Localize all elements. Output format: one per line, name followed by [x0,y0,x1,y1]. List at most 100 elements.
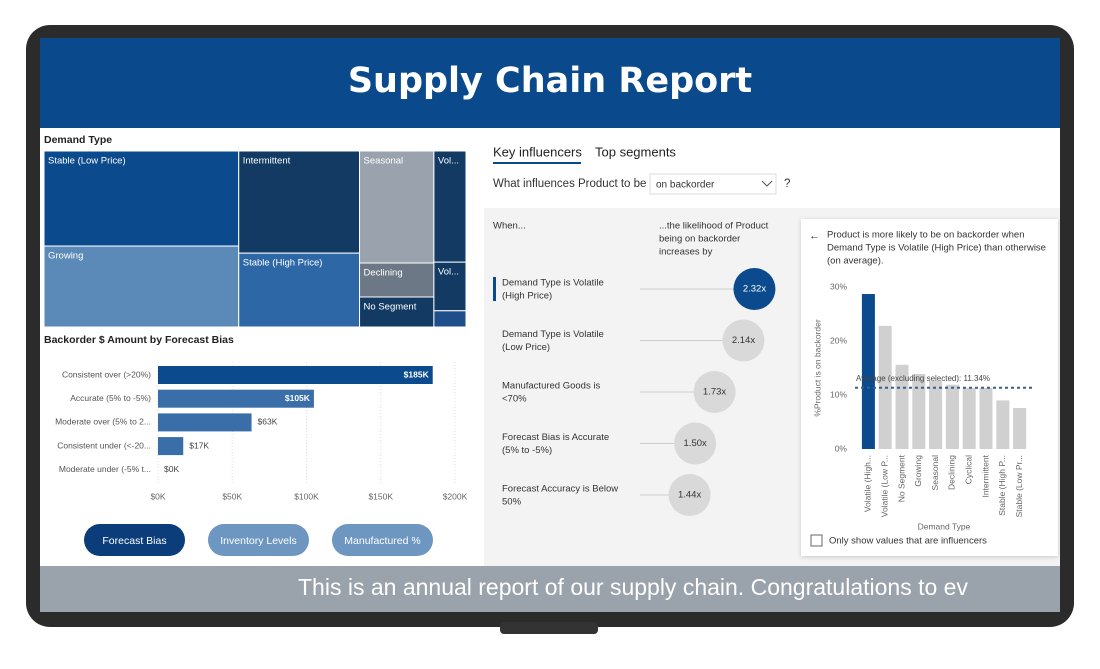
filter-button-label: Manufactured % [344,535,420,547]
influencer-label: Forecast Accuracy is Below [502,484,618,495]
influencer-value: 2.14x [732,335,755,346]
tab-underline [493,162,581,164]
column [861,294,875,449]
influencer-label: (High Price) [502,291,552,302]
treemap-cell [433,261,467,312]
x-tick-label: $0K [150,491,165,501]
influencer-bubble[interactable] [733,268,776,310]
dropdown-chevron [761,180,773,187]
detail-text: Product is more likely to be on backorde… [827,230,1025,241]
treemap-label: Stable (Low Price) [48,156,126,167]
treemap-label: Vol... [438,267,459,278]
x-tick-label: $100K [294,491,319,501]
treemap-cell [433,310,467,328]
filter-button[interactable] [332,524,433,556]
header-bar [40,38,1060,128]
x-tick-label: Volatile (High... [863,455,873,512]
filter-button-label: Forecast Bias [102,535,166,547]
x-tick-label: Growing [913,455,923,487]
bar [158,437,184,456]
y-tick-label: 20% [830,335,847,345]
tab[interactable]: Top segments [595,144,676,159]
column [996,400,1010,449]
column [979,387,993,449]
back-arrow[interactable]: ← [809,230,820,242]
column [962,387,976,449]
influencer-label: (Low Price) [502,342,550,353]
treemap-label: Stable (High Price) [243,258,323,269]
y-tick-label: 10% [830,389,847,399]
y-tick-label: Accurate (5% to -5%) [70,393,151,403]
influencer-label: Demand Type is Volatile [502,278,604,289]
treemap-label: Seasonal [364,156,404,167]
influencer-bubble[interactable] [722,319,765,362]
checkbox-label: Only show values that are influencers [829,536,987,547]
filter-button[interactable] [208,524,309,556]
treemap-cell [43,245,240,328]
checkbox[interactable] [810,534,823,547]
likelihood-header: increases by [659,247,713,258]
influencer-value: 1.73x [703,387,726,398]
column [912,373,926,449]
y-axis-label: %Product is on backorder [812,319,822,416]
selection-marker [493,277,496,301]
detail-text: Demand Type is Volatile (High Price) tha… [827,243,1046,254]
influencer-bubble[interactable] [674,422,717,465]
report: Supply Chain Report This is an annual re… [40,38,1060,612]
x-tick-label: Stable (Low Pr... [1014,455,1024,517]
chart-title: Backorder $ Amount by Forecast Bias [44,334,234,346]
treemap-label: No Segment [364,302,417,313]
ticker-text: This is an annual report of our supply c… [298,574,968,600]
treemap-label: Growing [48,251,83,262]
chart-title: Demand Type [44,134,112,146]
value-label: $17K [189,440,209,450]
influencer-label: Demand Type is Volatile [502,329,604,340]
y-tick-label: 30% [830,281,847,291]
influencer-value: 1.50x [684,438,707,449]
influencer-value: 1.44x [678,490,701,501]
x-tick-label: Declining [947,455,957,490]
x-axis-label: Demand Type [918,521,971,531]
y-tick-label: 0% [835,443,848,453]
column [945,384,959,449]
value-label: $185K [404,369,430,379]
x-tick-label: Volatile (Low P... [879,455,889,517]
column [895,364,909,449]
ticker-bar [40,566,1060,612]
y-tick-label: Moderate over (5% to 2... [55,417,151,427]
dropdown[interactable] [649,173,777,195]
detail-text: (on average). [827,256,884,267]
reference-label: Average (excluding selected): 11.34% [856,374,990,383]
bar [158,389,314,408]
help[interactable]: ? [784,178,790,190]
x-tick-label: Cyclical [963,455,973,484]
bar [158,366,433,384]
filter-button[interactable] [84,524,185,556]
filter-button-label: Inventory Levels [220,535,296,547]
x-tick-label: No Segment [896,454,906,502]
x-tick-label: Seasonal [930,455,940,491]
report-title: Supply Chain Report [348,61,752,101]
bar [158,413,252,432]
influencer-bubble[interactable] [668,474,711,516]
x-tick-label: $50K [222,491,242,501]
question: What influences Product to be [493,178,646,190]
monitor-stand [500,622,598,634]
treemap-cell [433,150,467,263]
value-label: $63K [258,417,278,427]
column [929,380,943,449]
dropdown-value: on backorder [656,180,715,191]
value-label: $0K [164,464,179,474]
x-tick-label: $200K [443,491,468,501]
y-tick-label: Moderate under (-5% t... [59,464,151,474]
influencer-label: Forecast Bias is Accurate [502,432,609,443]
tab[interactable]: Key influencers [493,144,582,159]
x-tick-label: $150K [368,491,393,501]
treemap-cell [359,150,435,264]
treemap-cell [43,150,240,247]
treemap-label: Intermittent [243,156,291,167]
influencer-label: 50% [502,497,522,508]
influencer-bubble[interactable] [693,371,736,413]
treemap-cell [238,150,361,254]
